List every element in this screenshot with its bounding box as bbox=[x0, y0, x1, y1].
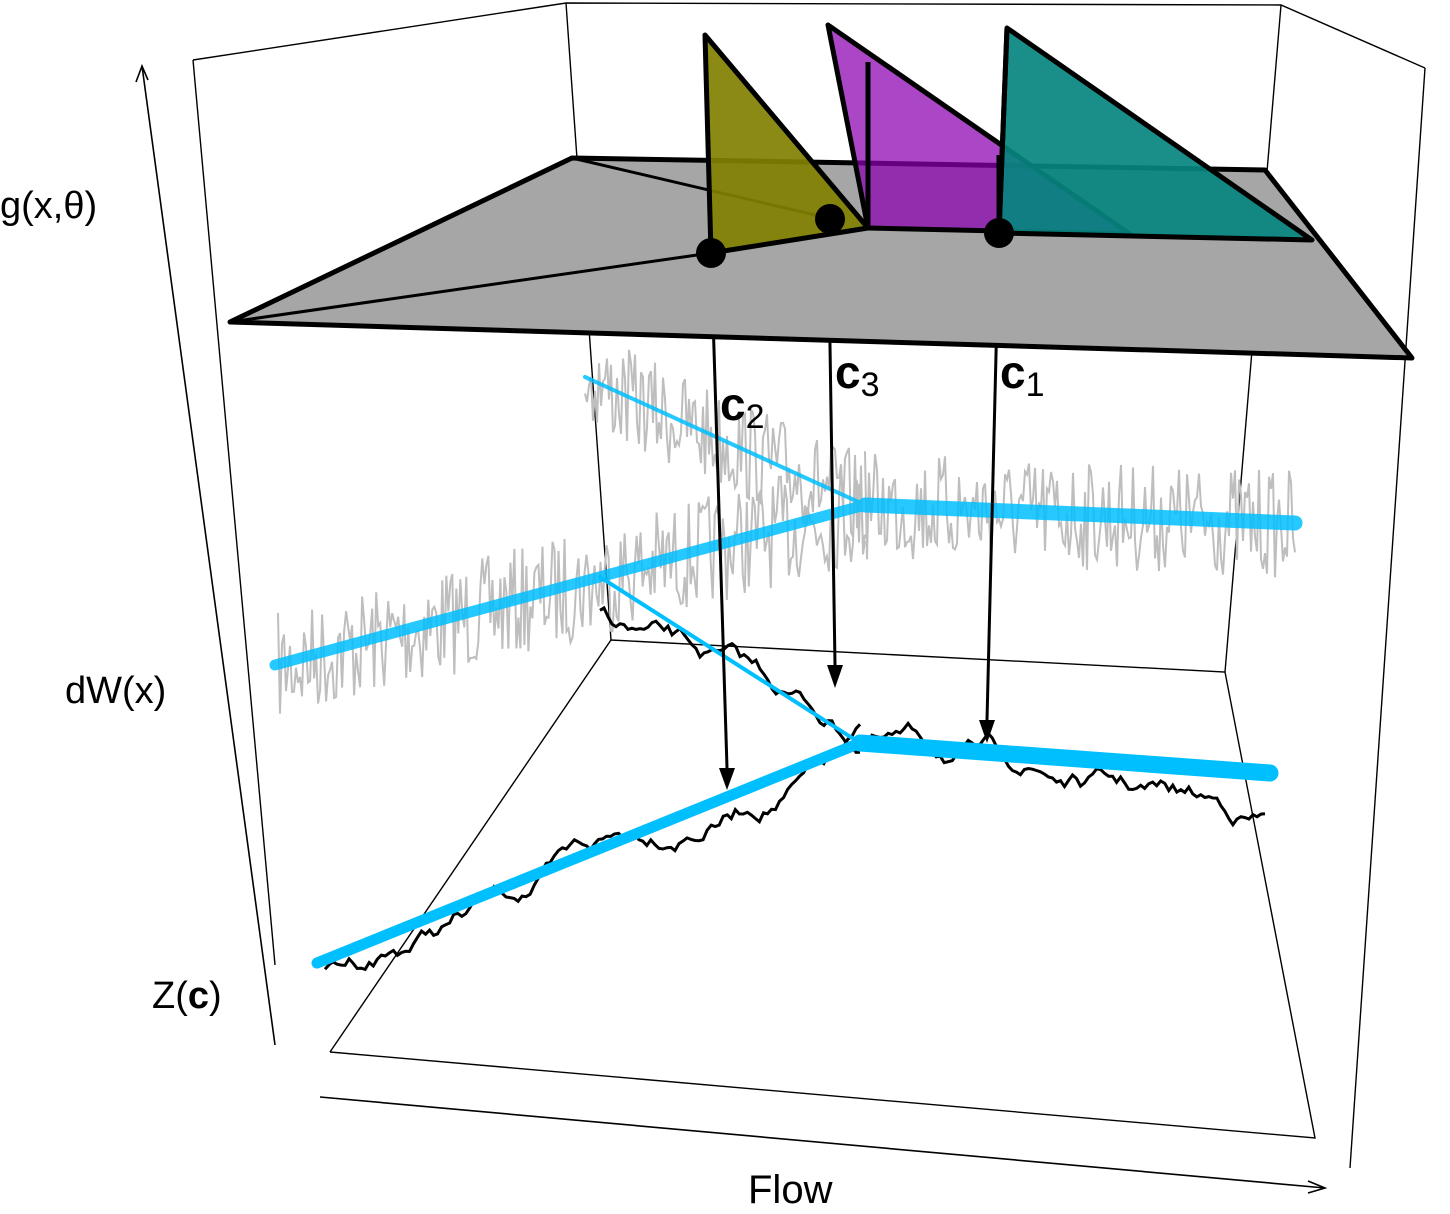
point-c2-dot bbox=[696, 238, 726, 268]
point-label-c2: c2 bbox=[720, 378, 765, 436]
flow-axis-arrow bbox=[319, 1096, 1328, 1194]
river-network-upper bbox=[269, 375, 1303, 671]
z-axis-label: Z(c) bbox=[152, 975, 222, 1017]
dw-axis-label: dW(x) bbox=[65, 670, 166, 712]
point-c3-dot bbox=[815, 204, 845, 234]
dw-noise-back bbox=[584, 349, 1296, 578]
g-axis-label: g(x,θ) bbox=[0, 185, 97, 227]
dw-noise-front bbox=[277, 465, 866, 714]
point-label-c3: c3 bbox=[835, 346, 880, 404]
location-dots bbox=[696, 204, 1014, 268]
point-label-c1: c1 bbox=[1000, 346, 1045, 404]
triangle-c2 bbox=[702, 32, 871, 256]
point-c1-dot bbox=[984, 218, 1014, 248]
river-network-lower bbox=[311, 575, 1279, 969]
bounding-box bbox=[192, 2, 1426, 1169]
flow-axis-label: Flow bbox=[748, 1168, 833, 1212]
vertical-axis-arrow bbox=[135, 63, 276, 1046]
z-process-back bbox=[599, 605, 861, 754]
triangle-c1 bbox=[996, 25, 1315, 243]
